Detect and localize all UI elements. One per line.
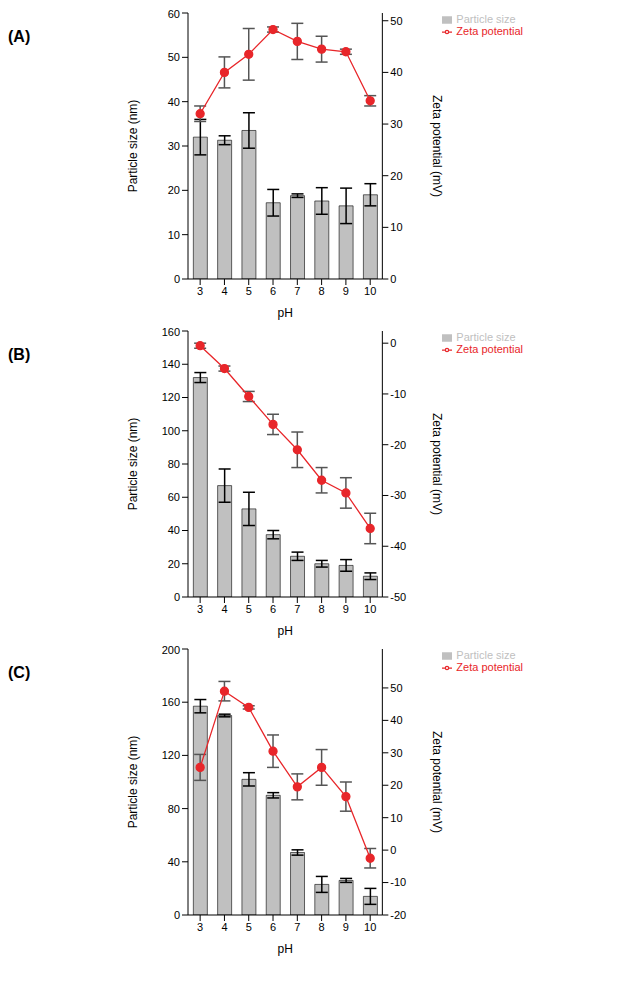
svg-text:7: 7 (294, 603, 300, 615)
svg-text:9: 9 (343, 285, 349, 297)
svg-text:Zeta potential (mV): Zeta potential (mV) (430, 95, 444, 197)
svg-text:Particle size (nm): Particle size (nm) (126, 736, 140, 829)
svg-text:50: 50 (390, 682, 402, 694)
svg-text:0: 0 (390, 844, 396, 856)
svg-text:3: 3 (197, 603, 203, 615)
svg-text:50: 50 (390, 15, 402, 27)
svg-text:4: 4 (221, 921, 227, 933)
svg-text:9: 9 (343, 921, 349, 933)
svg-text:120: 120 (162, 749, 180, 761)
svg-text:140: 140 (162, 358, 180, 370)
svg-text:Particle size (nm): Particle size (nm) (126, 100, 140, 193)
html-text:Particle size: Particle size (456, 13, 516, 25)
svg-text:40: 40 (168, 96, 180, 108)
svg-text:-50: -50 (390, 591, 406, 603)
svg-text:10: 10 (364, 285, 376, 297)
svg-text:pH: pH (278, 942, 293, 956)
html-text:(C): (C) (8, 664, 31, 681)
svg-text:160: 160 (162, 696, 180, 708)
svg-text:30: 30 (390, 118, 402, 130)
svg-text:8: 8 (319, 921, 325, 933)
svg-text:-10: -10 (390, 388, 406, 400)
svg-text:6: 6 (270, 603, 276, 615)
html-text:Zeta potential: Zeta potential (456, 25, 523, 38)
svg-text:9: 9 (343, 603, 349, 615)
svg-text:-10: -10 (390, 876, 406, 888)
svg-text:0: 0 (174, 591, 180, 603)
svg-text:6: 6 (270, 285, 276, 297)
svg-text:-30: -30 (390, 489, 406, 501)
svg-text:3: 3 (197, 921, 203, 933)
svg-text:-20: -20 (390, 439, 406, 451)
svg-text:160: 160 (162, 326, 180, 338)
svg-text:20: 20 (168, 184, 180, 196)
svg-text:40: 40 (168, 524, 180, 536)
svg-text:60: 60 (168, 8, 180, 20)
svg-text:0: 0 (390, 337, 396, 349)
svg-text:120: 120 (162, 391, 180, 403)
svg-text:30: 30 (168, 140, 180, 152)
svg-text:20: 20 (390, 170, 402, 182)
svg-text:80: 80 (168, 458, 180, 470)
svg-text:4: 4 (221, 603, 227, 615)
svg-text:8: 8 (319, 285, 325, 297)
svg-text:20: 20 (168, 558, 180, 570)
svg-text:10: 10 (364, 603, 376, 615)
svg-text:10: 10 (364, 921, 376, 933)
svg-text:7: 7 (294, 285, 300, 297)
svg-text:-40: -40 (390, 540, 406, 552)
html-text:Particle size: Particle size (456, 649, 516, 661)
svg-text:30: 30 (390, 747, 402, 759)
svg-text:200: 200 (162, 644, 180, 656)
svg-text:5: 5 (246, 285, 252, 297)
svg-text:40: 40 (390, 66, 402, 78)
html-text:(B): (B) (8, 346, 31, 363)
svg-text:5: 5 (246, 921, 252, 933)
svg-text:pH: pH (278, 306, 293, 320)
svg-text:Particle size (nm): Particle size (nm) (126, 418, 140, 511)
svg-text:50: 50 (168, 51, 180, 63)
svg-text:10: 10 (168, 229, 180, 241)
html-text:Zeta potential: Zeta potential (456, 343, 523, 356)
svg-text:40: 40 (168, 856, 180, 868)
html-text:(A): (A) (8, 28, 31, 45)
html-text:Particle size: Particle size (456, 331, 516, 343)
svg-text:7: 7 (294, 921, 300, 933)
svg-text:10: 10 (390, 221, 402, 233)
svg-text:0: 0 (390, 273, 396, 285)
svg-text:8: 8 (319, 603, 325, 615)
svg-text:4: 4 (221, 285, 227, 297)
html-text:Zeta potential: Zeta potential (456, 661, 523, 674)
svg-text:5: 5 (246, 603, 252, 615)
svg-text:pH: pH (278, 624, 293, 638)
svg-text:Zeta potential (mV): Zeta potential (mV) (430, 413, 444, 515)
svg-text:0: 0 (174, 273, 180, 285)
svg-text:10: 10 (390, 812, 402, 824)
svg-text:0: 0 (174, 909, 180, 921)
svg-text:80: 80 (168, 803, 180, 815)
svg-text:100: 100 (162, 425, 180, 437)
svg-text:40: 40 (390, 714, 402, 726)
svg-text:Zeta potential (mV): Zeta potential (mV) (430, 731, 444, 833)
svg-text:6: 6 (270, 921, 276, 933)
svg-text:-20: -20 (390, 909, 406, 921)
svg-text:60: 60 (168, 491, 180, 503)
svg-text:20: 20 (390, 779, 402, 791)
svg-text:3: 3 (197, 285, 203, 297)
